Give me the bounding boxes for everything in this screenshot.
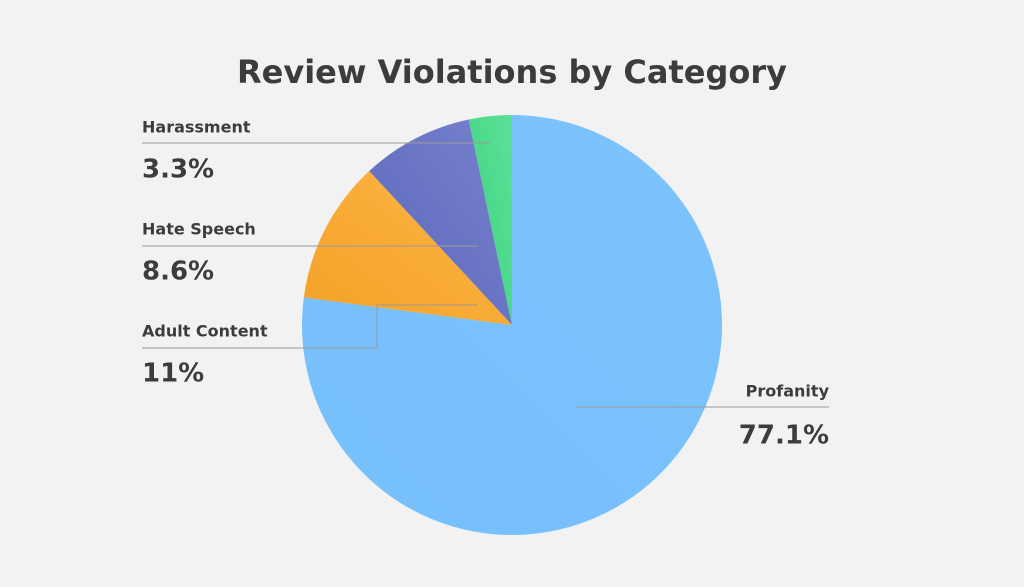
pie-slice	[303, 171, 512, 325]
pie-slice	[468, 115, 512, 325]
slice-value: 3.3%	[142, 155, 214, 185]
slice-value: 11%	[142, 359, 204, 389]
slice-label: Hate Speech	[142, 220, 256, 239]
slice-value: 8.6%	[142, 257, 214, 287]
slice-value: 77.1%	[739, 421, 829, 451]
slice-label: Harassment	[142, 118, 251, 137]
slice-label: Profanity	[746, 382, 830, 401]
slice-label: Adult Content	[142, 322, 268, 341]
pie-slice	[369, 119, 512, 325]
leader-line	[142, 304, 478, 349]
chart-title: Review Violations by Category	[237, 53, 787, 91]
